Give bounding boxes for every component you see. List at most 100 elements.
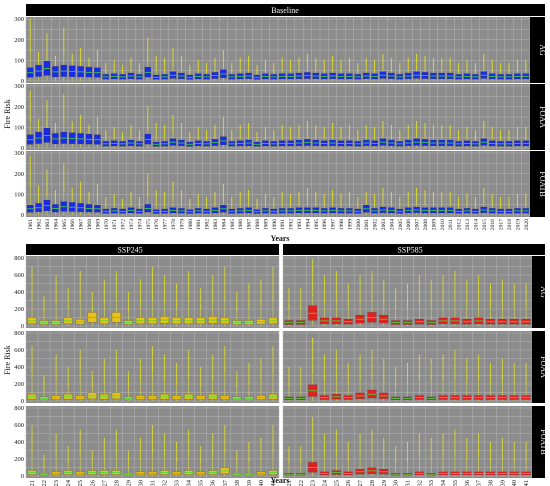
outlier-point [189,135,191,137]
outlier-point [256,135,258,137]
outlier-point [407,129,409,132]
box-1971 [110,126,118,148]
outlier-point [147,195,149,197]
outlier-point [138,198,140,200]
outlier-point [130,61,132,64]
box-2011 [446,57,454,81]
outlier-point [340,201,342,203]
outlier-point [127,374,129,376]
outlier-point [260,293,262,295]
outlier-point [260,304,262,306]
outlier-point [38,55,40,57]
outlier-point [88,127,90,130]
outlier-point [113,59,115,61]
outlier-point [155,131,157,133]
outlier-point [407,193,409,195]
outlier-point [441,129,443,132]
outlier-point [172,54,174,56]
outlier-point [365,203,367,205]
outlier-point [63,118,65,120]
outlier-point [164,60,166,63]
box-1975 [144,173,152,215]
outlier-point [357,129,359,131]
outlier-point [197,203,199,205]
outlier-point [79,367,81,369]
outlier-point [155,68,157,70]
outlier-point [260,358,262,360]
outlier-point [260,285,262,287]
outlier-point [348,201,350,203]
outlier-point [491,60,493,62]
outlier-point [374,130,376,133]
outlier-point [115,298,117,300]
outlier-point [67,295,69,297]
outlier-point [31,366,33,368]
outlier-point [147,177,149,179]
outlier-point [103,296,105,298]
outlier-point [96,122,98,124]
outlier-point [224,360,226,362]
outlier-point [63,112,65,115]
outlier-point [306,198,308,200]
outlier-point [432,131,434,133]
outlier-point [281,70,283,72]
outlier-point [365,201,367,203]
outlier-point [200,294,202,296]
outlier-point [151,367,154,369]
facet-label-foatb: FOATB [538,171,547,196]
outlier-point [55,434,57,436]
outlier-point [407,66,409,68]
outlier-point [508,196,510,198]
outlier-point [88,199,90,201]
outlier-point [315,204,317,206]
outlier-point [200,305,202,308]
x-tick-label: 1966 [70,219,76,230]
outlier-point [31,369,33,372]
outlier-point [222,65,224,67]
outlier-point [67,371,69,373]
y-tick-label: 0 [21,323,24,330]
outlier-point [96,193,98,195]
outlier-point [290,204,292,206]
outlier-point [80,64,82,66]
outlier-point [458,131,460,133]
outlier-point [188,272,190,274]
box-2030 [135,279,145,326]
outlier-point [88,194,90,197]
x-tick-label: 1964 [53,219,59,230]
outlier-point [63,36,65,38]
outlier-point [290,135,292,137]
outlier-point [323,137,325,139]
outlier-point [432,57,434,59]
outlier-point [46,193,48,196]
outlier-point [180,203,182,205]
outlier-point [54,132,56,134]
outlier-point [239,62,241,65]
outlier-point [29,187,31,189]
outlier-point [139,369,142,372]
outlier-point [88,57,90,59]
outlier-point [46,190,48,192]
box-2002 [371,193,378,215]
outlier-point [357,67,359,70]
box-2031 [147,346,158,401]
outlier-point [212,368,214,370]
outlier-point [256,134,258,136]
outlier-point [130,127,132,130]
outlier-point [212,366,214,369]
outlier-point [200,370,202,372]
outlier-point [115,352,117,354]
outlier-point [273,66,275,69]
outlier-point [306,194,308,196]
outlier-point [214,137,216,139]
outlier-point [491,134,493,136]
outlier-point [214,129,216,132]
outlier-point [55,440,57,442]
outlier-point [212,293,214,295]
outlier-point [264,60,266,62]
box-1998 [337,126,345,148]
baseline-panels: 0100200300AG0100200300FOAA0100200300FOAT… [14,16,547,230]
outlier-point [222,123,224,125]
outlier-point [180,59,182,62]
outlier-point [79,376,81,378]
